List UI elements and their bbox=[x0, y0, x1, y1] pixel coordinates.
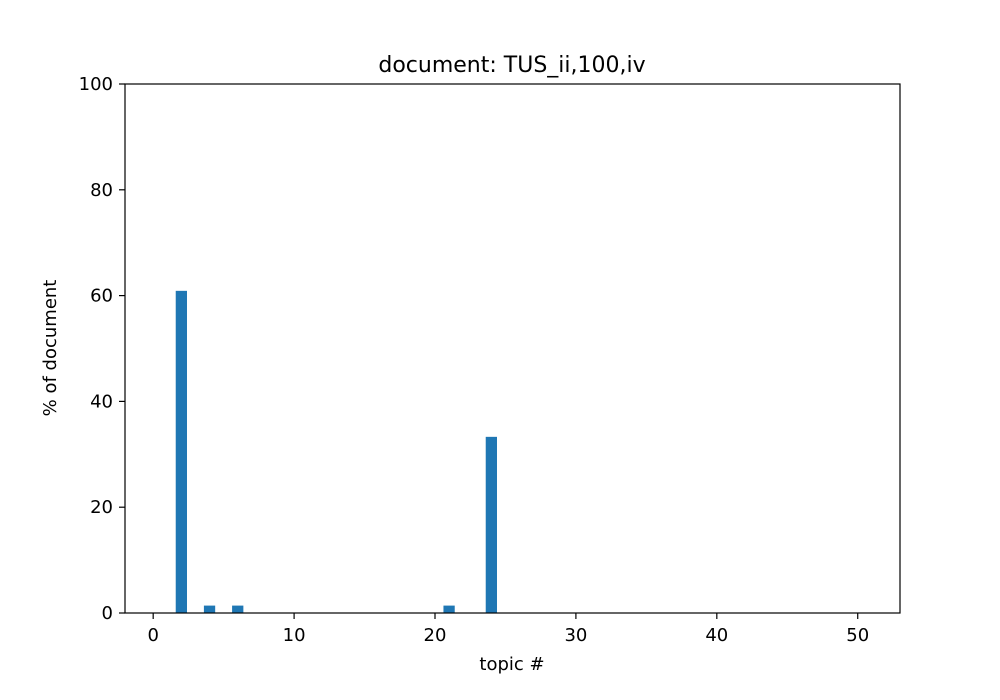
bar-topic-2 bbox=[175, 290, 187, 613]
x-tick-label: 30 bbox=[564, 625, 587, 646]
bars-group bbox=[175, 290, 497, 613]
x-tick-label: 0 bbox=[147, 625, 158, 646]
y-tick-label: 80 bbox=[90, 180, 113, 201]
x-tick-label: 40 bbox=[705, 625, 728, 646]
y-axis-ticks: 0 20 40 60 80 100 bbox=[79, 74, 125, 624]
bar-topic-21 bbox=[443, 605, 455, 613]
x-axis-label: topic # bbox=[479, 654, 544, 675]
plot-frame bbox=[124, 83, 901, 614]
x-tick-label: 50 bbox=[846, 625, 869, 646]
x-tick-label: 20 bbox=[424, 625, 447, 646]
y-tick-label: 60 bbox=[90, 286, 113, 307]
y-tick-label: 40 bbox=[90, 391, 113, 412]
bar-topic-4 bbox=[203, 605, 216, 613]
x-tick-label: 10 bbox=[283, 625, 306, 646]
chart-title: document: TUS_ii,100,iv bbox=[378, 53, 645, 78]
y-tick-label: 100 bbox=[79, 74, 113, 95]
y-tick-label: 20 bbox=[90, 497, 113, 518]
y-tick-label: 0 bbox=[102, 603, 113, 624]
x-axis-ticks: 0 10 20 30 40 50 bbox=[147, 613, 869, 646]
y-axis-label: % of document bbox=[40, 280, 61, 417]
bar-topic-24 bbox=[485, 436, 497, 613]
bar-topic-6 bbox=[232, 605, 244, 613]
